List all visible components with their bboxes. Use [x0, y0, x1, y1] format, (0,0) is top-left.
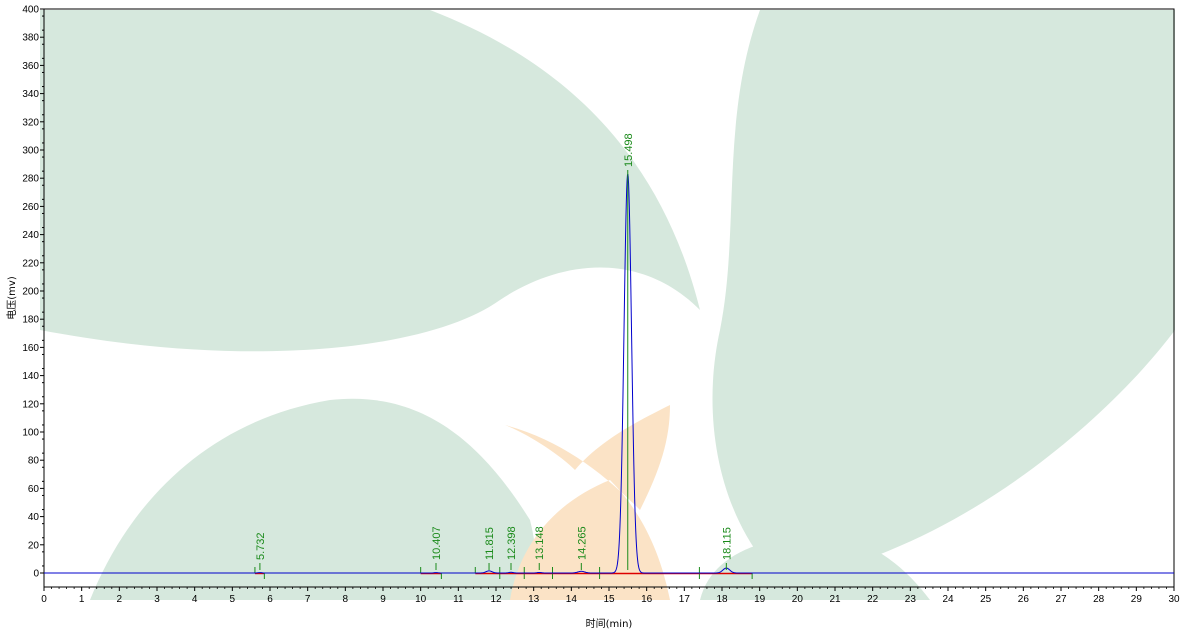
x-tick-label: 21 [829, 594, 841, 605]
peak-label: 18.115 [721, 527, 733, 560]
x-tick-label: 23 [905, 594, 917, 605]
watermark-leaf-center [505, 405, 670, 600]
x-tick-label: 10 [415, 594, 427, 605]
y-tick-label: 0 [33, 569, 39, 580]
y-tick-label: 200 [22, 287, 39, 298]
y-tick-label: 280 [22, 174, 39, 185]
x-tick-label: 5 [230, 594, 236, 605]
y-tick-label: 120 [22, 399, 39, 410]
watermark-logo [40, 10, 1175, 600]
x-tick-label: 24 [942, 594, 954, 605]
y-tick-label: 40 [28, 512, 40, 523]
x-tick-label: 4 [192, 594, 198, 605]
watermark-leaf-bottom-right [700, 534, 930, 600]
y-tick-label: 100 [22, 428, 39, 439]
x-tick-label: 15 [603, 594, 615, 605]
peak-label: 12.398 [506, 526, 518, 560]
x-tick-label: 1 [79, 594, 85, 605]
x-tick-label: 9 [380, 594, 386, 605]
x-tick-label: 7 [305, 594, 311, 605]
x-tick-label: 20 [792, 594, 804, 605]
trace [44, 173, 1174, 574]
y-tick-label: 360 [22, 61, 39, 72]
x-tick-label: 19 [754, 594, 766, 605]
y-tick-label: 160 [22, 343, 39, 354]
x-tick-label: 8 [343, 594, 349, 605]
x-tick-label: 26 [1018, 594, 1030, 605]
x-tick-label: 17 [679, 594, 691, 605]
axes: 0204060801001201401601802002202402602803… [5, 5, 1180, 631]
peak-label: 11.815 [484, 527, 496, 560]
peak-label: 10.407 [431, 526, 443, 560]
x-tick-label: 14 [566, 594, 578, 605]
x-tick-label: 13 [528, 594, 540, 605]
watermark-leaf-top-left [40, 10, 700, 352]
x-tick-label: 0 [41, 594, 47, 605]
y-tick-label: 80 [28, 456, 40, 467]
x-axis-title: 时间(min) [586, 617, 633, 630]
x-tick-label: 25 [980, 594, 992, 605]
y-tick-label: 300 [22, 146, 39, 157]
y-tick-label: 20 [28, 540, 40, 551]
x-tick-label: 16 [641, 594, 653, 605]
peak-label: 14.265 [576, 526, 588, 560]
x-tick-label: 27 [1055, 594, 1067, 605]
series-line-0 [44, 173, 1174, 574]
y-tick-label: 320 [22, 117, 39, 128]
x-tick-label: 2 [117, 594, 123, 605]
y-tick-label: 220 [22, 258, 39, 269]
y-axis-title: 电压(mv) [5, 276, 18, 320]
watermark-leaf-right [712, 10, 1175, 580]
x-tick-label: 28 [1093, 594, 1105, 605]
y-tick-label: 240 [22, 230, 39, 241]
x-tick-label: 29 [1131, 594, 1143, 605]
watermark-leaf-bottom-left [90, 398, 536, 600]
x-tick-label: 11 [453, 594, 464, 605]
y-tick-label: 140 [22, 371, 39, 382]
peak-label: 15.498 [623, 133, 635, 167]
x-tick-label: 22 [867, 594, 879, 605]
y-tick-label: 340 [22, 89, 39, 100]
x-tick-label: 3 [154, 594, 160, 605]
y-tick-label: 60 [28, 484, 40, 495]
peak-label: 13.148 [534, 526, 546, 560]
peak-label: 5.732 [255, 532, 267, 560]
x-tick-label: 18 [716, 594, 728, 605]
peak-labels: 5.732 10.407 11.815 12.398 13.148 14.265 15.49… [255, 133, 733, 570]
y-tick-label: 380 [22, 33, 39, 44]
x-tick-label: 12 [490, 594, 502, 605]
y-tick-label: 180 [22, 315, 39, 326]
y-tick-label: 400 [22, 5, 39, 16]
y-tick-label: 260 [22, 202, 39, 213]
x-tick-label: 6 [267, 594, 273, 605]
x-tick-label: 30 [1168, 594, 1180, 605]
